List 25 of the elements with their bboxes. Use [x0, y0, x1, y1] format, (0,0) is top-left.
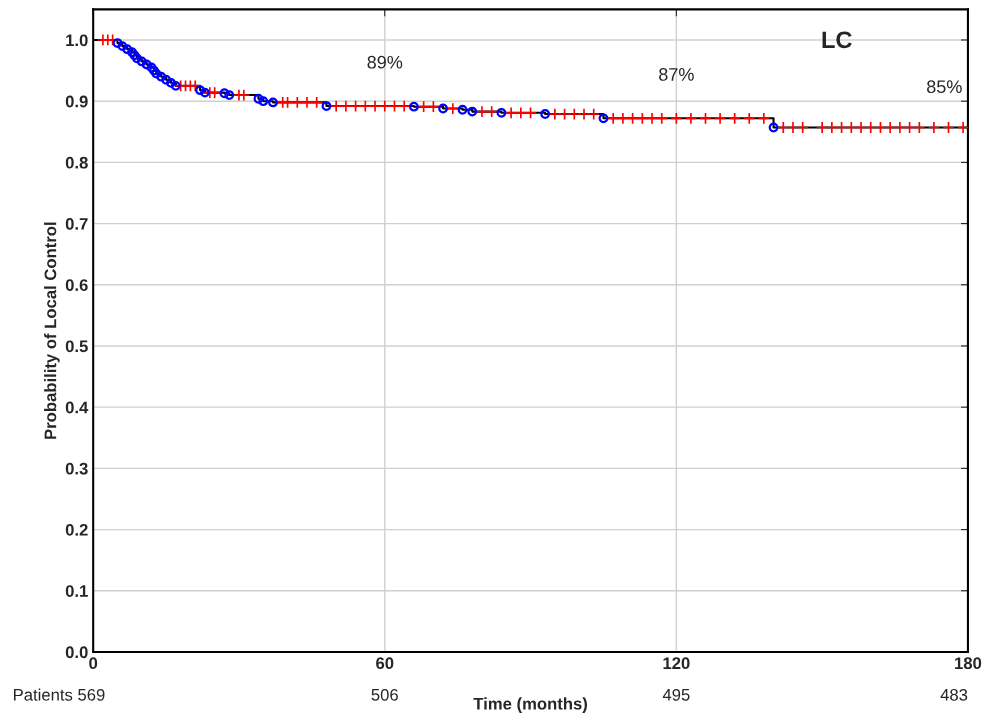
annotation: 87% — [659, 68, 694, 81]
y-tick-label: 0.5 — [65, 340, 88, 353]
text: 506 — [371, 688, 398, 701]
annotation: 89% — [367, 55, 403, 69]
y-tick-label: 0.4 — [65, 401, 89, 414]
annotation: LC — [822, 31, 852, 49]
y-tick-label: 0.2 — [65, 523, 88, 536]
y-tick-label: 0.8 — [65, 156, 88, 169]
y-tick-label: 0.0 — [65, 646, 88, 659]
y-tick-label: 0.6 — [65, 279, 88, 291]
text: 483 — [940, 688, 968, 701]
y-tick-label: 0.1 — [65, 585, 88, 597]
y-tick-label: 0.7 — [65, 217, 88, 230]
x-axis-title: Time (months) — [473, 697, 587, 713]
x-tick-label: 60 — [376, 657, 394, 670]
y-tick-label: 0.9 — [65, 95, 88, 108]
x-tick-label: 120 — [663, 657, 690, 670]
y-tick-label: 1.0 — [66, 34, 88, 47]
x-tick-label: 0 — [89, 657, 98, 670]
y-axis-title: Probability of Local Control — [44, 222, 60, 439]
y-tick-label: 0.3 — [65, 462, 88, 475]
text: 495 — [662, 688, 690, 701]
annotation: 85% — [927, 80, 962, 94]
text: Patients 569 — [14, 688, 105, 701]
x-tick-label: 180 — [955, 657, 982, 670]
